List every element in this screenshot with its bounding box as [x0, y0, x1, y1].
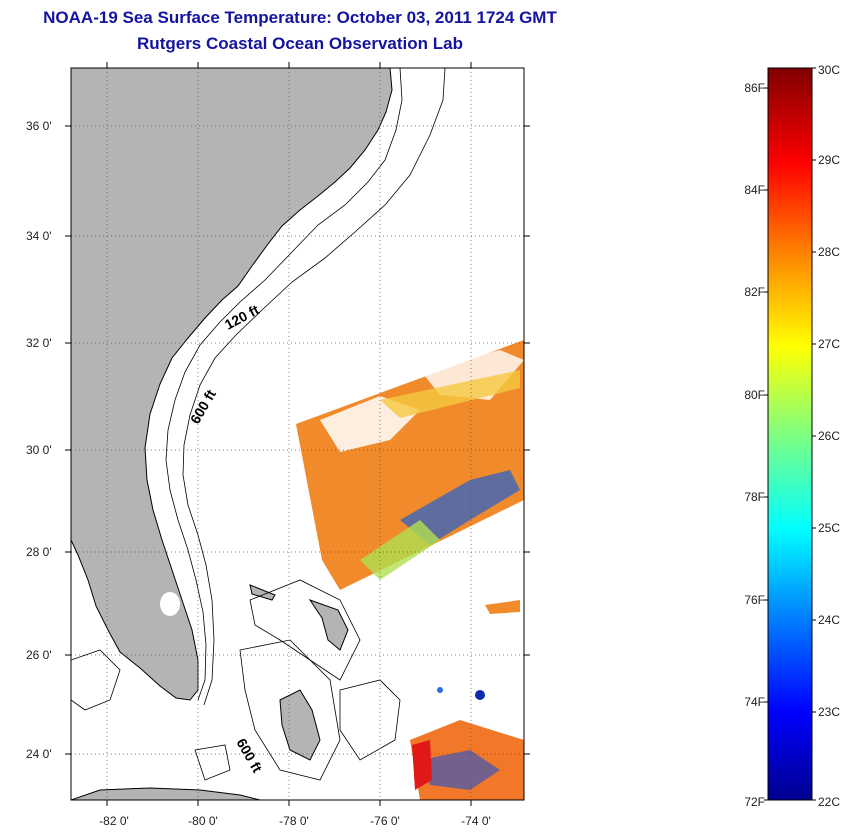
land-bahamas-andros	[279, 689, 321, 761]
lon-tick-label: -76 0'	[370, 814, 400, 828]
colorbar-celsius-label: 24C	[818, 613, 841, 627]
colorbar-fahrenheit-label: 76F	[744, 593, 765, 607]
lat-tick-label: 26 0'	[26, 648, 52, 662]
lat-tick-label: 30 0'	[26, 443, 52, 457]
colorbar-fahrenheit-label: 84F	[744, 183, 765, 197]
colorbar-celsius-label: 30C	[818, 63, 841, 77]
colorbar-celsius-label: 25C	[818, 521, 841, 535]
map-subtitle: Rutgers Coastal Ocean Observation Lab	[137, 34, 463, 53]
lon-tick-label: -80 0'	[188, 814, 218, 828]
colorbar-celsius-label: 26C	[818, 429, 841, 443]
lat-tick-label: 24 0'	[26, 747, 52, 761]
colorbar-celsius-label: 28C	[818, 245, 841, 259]
contour-600ft	[182, 68, 446, 706]
contour-label-600ft-south: 600 ft	[233, 736, 265, 776]
map-frame	[70, 67, 525, 801]
lat-tick-label: 32 0'	[26, 336, 52, 350]
colorbar-fahrenheit-label: 80F	[744, 388, 765, 402]
colorbar-fahrenheit-label: 78F	[744, 490, 765, 504]
sst-swath-yellow-band	[380, 370, 520, 418]
lon-tick-label: -82 0'	[99, 814, 129, 828]
colorbar-fahrenheit-label: 86F	[744, 81, 765, 95]
colorbar-fahrenheit-label: 72F	[744, 795, 765, 809]
contour-label-120ft: 120 ft	[222, 301, 262, 332]
lon-tick-label: -74 0'	[461, 814, 491, 828]
colorbar-celsius-label: 23C	[818, 705, 841, 719]
land-bahamas-north	[308, 599, 349, 651]
sst-swath-blue-eddy	[400, 470, 520, 545]
colorbar-fahrenheit-label: 82F	[744, 285, 765, 299]
lat-tick-label: 34 0'	[26, 229, 52, 243]
contour-label-600ft-north: 600 ft	[187, 387, 219, 427]
lon-tick-label: -78 0'	[279, 814, 309, 828]
sst-swath-main	[296, 340, 524, 590]
contour-120ft	[165, 68, 403, 701]
lat-tick-label: 28 0'	[26, 545, 52, 559]
colorbar-celsius-label: 29C	[818, 153, 841, 167]
colorbar	[767, 67, 813, 801]
lat-tick-label: 36 0'	[26, 119, 52, 133]
land-us-coast	[71, 68, 393, 701]
colorbar-fahrenheit-label: 74F	[744, 695, 765, 709]
colorbar-celsius-label: 22C	[818, 795, 841, 809]
colorbar-celsius-label: 27C	[818, 337, 841, 351]
land-cuba	[71, 787, 261, 800]
map-title: NOAA-19 Sea Surface Temperature: October…	[43, 8, 557, 27]
lake-okeechobee	[160, 592, 180, 616]
